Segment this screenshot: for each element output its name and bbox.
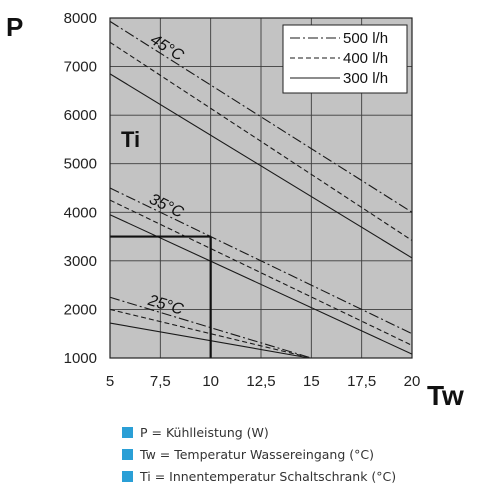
series-lines: [109, 20, 413, 359]
series-line: [109, 187, 413, 335]
x-tick-label: 17,5: [347, 373, 376, 390]
note-item: Tw = Temperatur Wassereingang (°C): [122, 443, 482, 465]
y-axis-letter: P: [6, 12, 23, 42]
note-item: Ti = Innentemperatur Schaltschrank (°C): [122, 465, 482, 487]
x-axis-letter: Tw: [427, 380, 464, 411]
legend: 500 l/h 400 l/h 300 l/h: [282, 24, 408, 94]
legend-label: 300 l/h: [343, 70, 388, 87]
note-bullet-icon: [122, 470, 133, 482]
legend-label: 500 l/h: [343, 30, 388, 47]
tick-labels: 5 7,5 10 12,5 15 17,5 20 1000 2000 3000 4000 5000 60…: [64, 10, 421, 390]
series-line: [109, 296, 312, 359]
series-line: [109, 214, 413, 355]
x-tick-label: 7,5: [150, 373, 171, 390]
series-line: [109, 20, 413, 213]
inner-temperature-label: Ti: [121, 127, 140, 152]
y-tick-label: 2000: [64, 301, 97, 318]
y-tick-label: 5000: [64, 156, 97, 173]
note-text: P = Kühlleistung (W): [140, 424, 269, 440]
y-tick-label: 1000: [64, 350, 97, 367]
legend-box: [282, 24, 408, 94]
y-tick-label: 3000: [64, 253, 97, 270]
x-tick-label: 10: [202, 373, 219, 390]
y-tick-label: 8000: [64, 10, 97, 27]
note-item: P = Kühlleistung (W): [122, 421, 482, 443]
x-tick-label: 15: [303, 373, 320, 390]
x-tick-label: 12,5: [246, 373, 275, 390]
y-tick-label: 4000: [64, 204, 97, 221]
y-tick-label: 6000: [64, 107, 97, 124]
y-tick-label: 7000: [64, 59, 97, 76]
x-tick-label: 5: [106, 373, 114, 390]
note-bullet-icon: [122, 426, 133, 438]
plot-frame: [109, 17, 413, 359]
cooling-capacity-chart: P Tw 5 7,5 10 12,5 15 17,5 2010002000300040005…: [6, 10, 464, 411]
x-tick-label: 20: [404, 373, 421, 390]
reference-lines: [110, 235, 212, 358]
note-text: Ti = Innentemperatur Schaltschrank (°C): [140, 468, 397, 484]
legend-label: 400 l/h: [343, 50, 388, 67]
series-line: [109, 308, 312, 359]
series-line: [109, 41, 413, 241]
note-text: Tw = Temperatur Wassereingang (°C): [140, 446, 374, 462]
note-bullet-icon: [122, 448, 133, 460]
notes-list: P = Kühlleistung (W) Tw = Temperatur Was…: [122, 421, 482, 487]
series-line: [109, 73, 413, 259]
